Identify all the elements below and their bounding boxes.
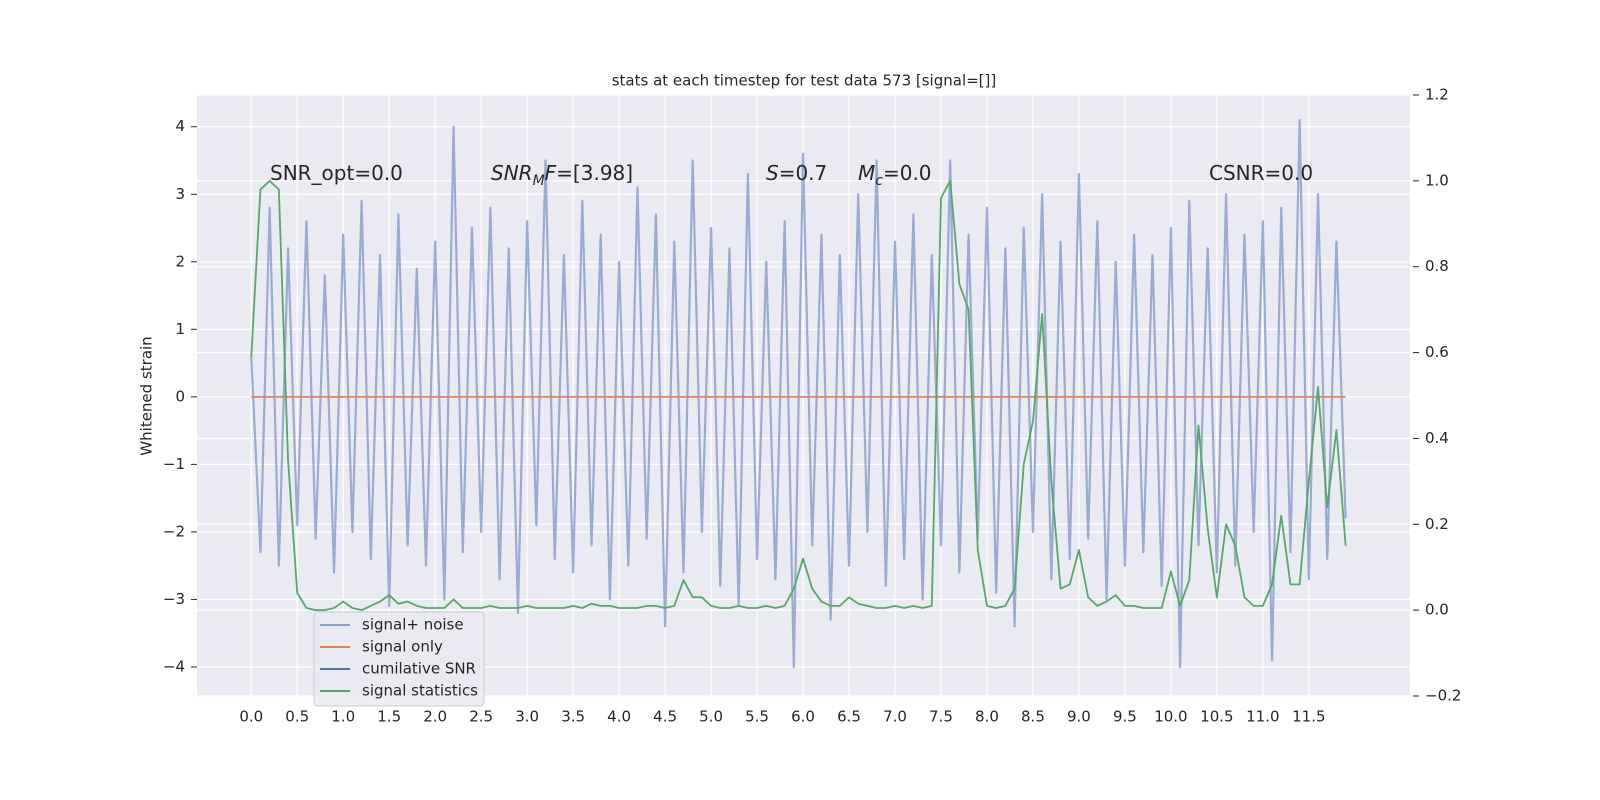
- x-tick-label: 0.0: [239, 708, 263, 726]
- annotation-part: S: [766, 161, 779, 185]
- y-tick-label: 1: [175, 320, 185, 338]
- series-line: [250, 179, 1347, 612]
- x-tick-label: 6.5: [837, 708, 861, 726]
- annotation-part: M: [858, 161, 875, 185]
- y2-tick-label: 1.0: [1425, 171, 1449, 189]
- grid: 0.0 0.5 1.0 1.5 2.0 2.5 3.0 3.5 4.0 4.5 5.0 5.5 6.0 6…: [163, 86, 1462, 726]
- x-tick-label: 2.5: [469, 708, 493, 726]
- y-axis-label: Whitened strain: [138, 336, 156, 455]
- annotation: Mc=0.0: [858, 161, 932, 189]
- annotation-part: c: [875, 173, 883, 189]
- y2-tick-label: 0.2: [1425, 515, 1449, 533]
- x-tick-label: 5.5: [745, 708, 769, 726]
- x-tick-label: 9.5: [1113, 708, 1137, 726]
- annotation: CSNR=0.0: [1209, 161, 1313, 185]
- x-tick-label: 10.5: [1200, 708, 1233, 726]
- annotation-part: =[3.98]: [556, 161, 633, 185]
- y-tick-label: 0: [175, 387, 185, 405]
- legend-label: signal statistics: [362, 682, 478, 700]
- annotation-part: M: [533, 173, 545, 189]
- y-tick-label: −1: [163, 455, 185, 473]
- legend-box: [313, 611, 485, 707]
- annotation-part: SNR_opt=0.0: [270, 161, 403, 185]
- annotation-part: SNR: [491, 161, 533, 185]
- x-tick-label: 9.0: [1067, 708, 1091, 726]
- annotations: SNR_opt=0.0 SNRMF=[3.98] S=0.7 Mc=0.0 CSNR=0…: [270, 161, 1313, 189]
- y2-tick-label: 0.0: [1425, 601, 1449, 619]
- x-tick-label: 11.5: [1292, 708, 1325, 726]
- x-tick-label: 11.0: [1246, 708, 1279, 726]
- x-tick-label: 4.5: [653, 708, 677, 726]
- x-tick-label: 5.0: [699, 708, 723, 726]
- chart-title: stats at each timestep for test data 573…: [612, 72, 997, 90]
- x-tick-label: 0.5: [285, 708, 309, 726]
- legend-label: signal+ noise: [362, 616, 464, 634]
- y2-tick-label: −0.2: [1425, 687, 1461, 705]
- series-line: [250, 118, 1347, 669]
- x-tick-label: 2.0: [423, 708, 447, 726]
- annotation-part: F: [545, 161, 557, 185]
- y-tick-label: 4: [175, 117, 185, 135]
- x-tick-label: 1.5: [377, 708, 401, 726]
- x-tick-label: 7.0: [883, 708, 907, 726]
- x-tick-label: 3.0: [515, 708, 539, 726]
- x-tick-label: 8.5: [1021, 708, 1045, 726]
- y-tick-label: −3: [163, 590, 185, 608]
- x-tick-label: 6.0: [791, 708, 815, 726]
- y-tick-label: −2: [163, 522, 185, 540]
- annotation: S=0.7: [766, 161, 827, 185]
- x-tick-label: 4.0: [607, 708, 631, 726]
- annotation-part: =0.0: [883, 161, 932, 185]
- x-tick-label: 3.5: [561, 708, 585, 726]
- y2-tick-label: 1.2: [1425, 86, 1449, 104]
- legend-label: cumilative SNR: [362, 660, 476, 678]
- annotation: SNR_opt=0.0: [270, 161, 403, 185]
- x-tick-label: 8.0: [975, 708, 999, 726]
- y2-tick-label: 0.4: [1425, 429, 1449, 447]
- y2-tick-label: 0.8: [1425, 257, 1449, 275]
- y-tick-label: 2: [175, 252, 185, 270]
- annotation: SNRMF=[3.98]: [491, 161, 633, 189]
- x-tick-label: 10.0: [1154, 708, 1187, 726]
- annotation-part: =0.7: [779, 161, 828, 185]
- x-tick-label: 7.5: [929, 708, 953, 726]
- y2-tick-label: 0.6: [1425, 343, 1449, 361]
- y-tick-label: −4: [163, 657, 185, 675]
- legend: signal+ noise signal only cumilative SNR si…: [313, 611, 485, 707]
- marks: [250, 118, 1347, 669]
- y-tick-label: 3: [175, 185, 185, 203]
- annotation-part: CSNR=0.0: [1209, 161, 1313, 185]
- x-tick-label: 1.0: [331, 708, 355, 726]
- legend-label: signal only: [362, 638, 443, 656]
